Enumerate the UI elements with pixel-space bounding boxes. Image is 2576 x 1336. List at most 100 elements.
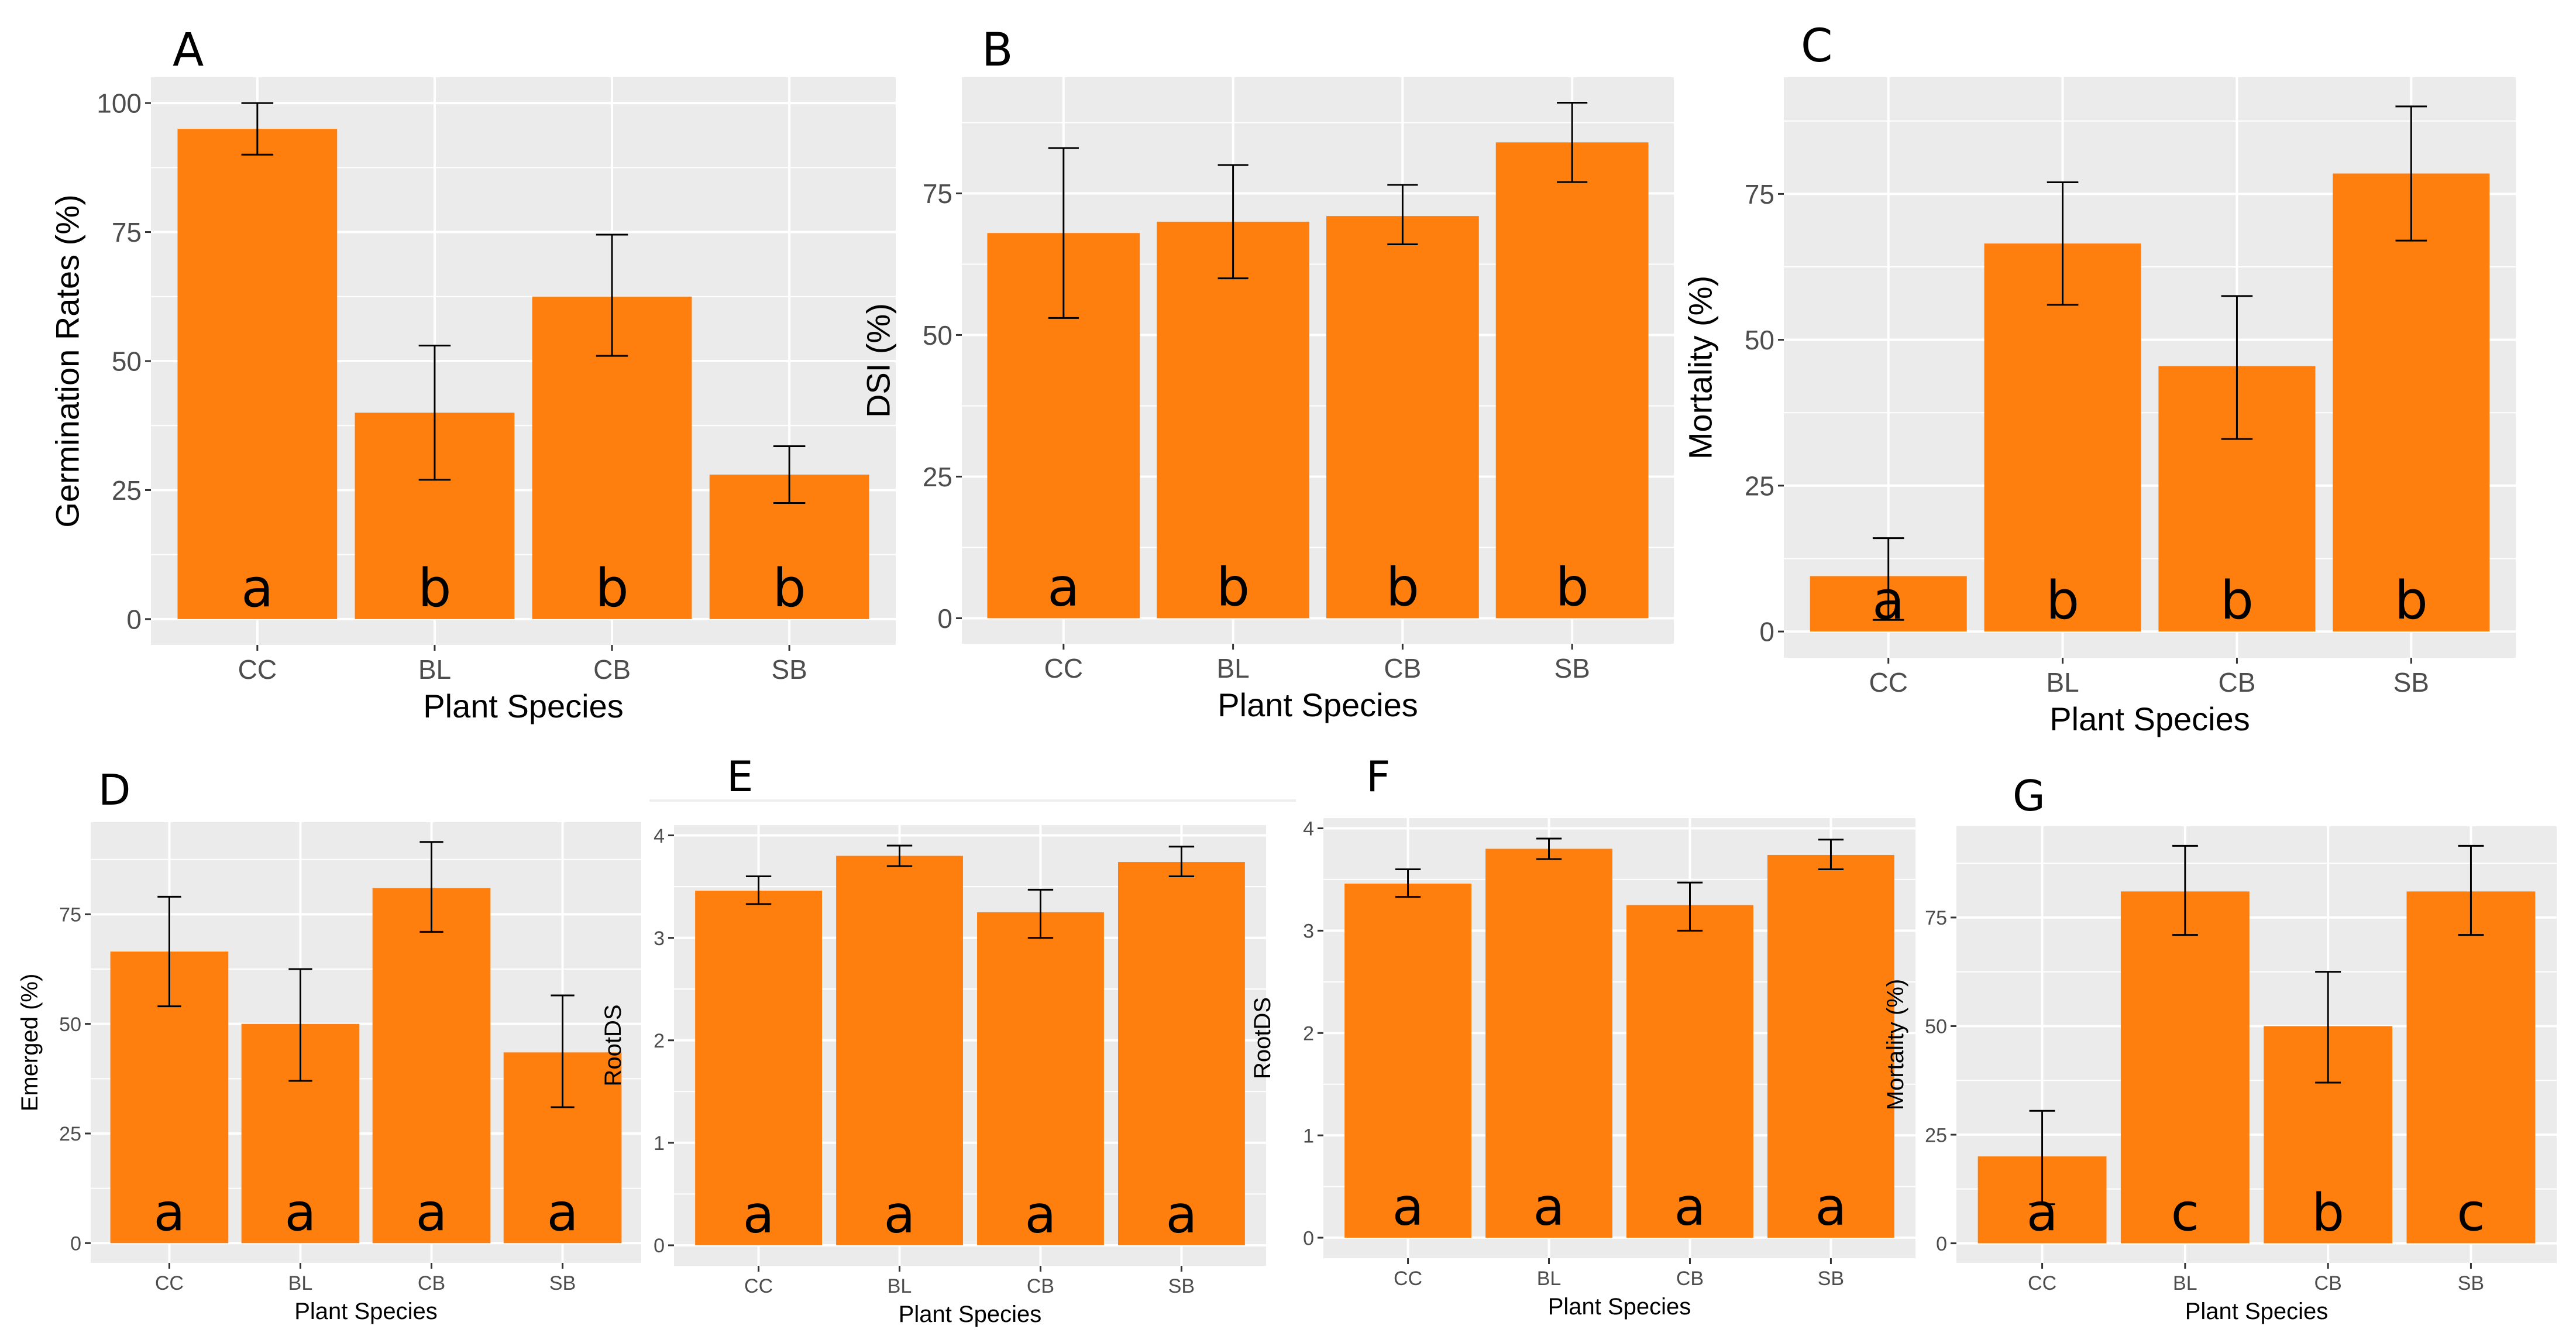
y-tick-label: 1	[1303, 1125, 1314, 1147]
significance-letter: b	[2220, 570, 2254, 631]
panel-letter: C	[1801, 20, 1832, 73]
y-axis-label: Germination Rates (%)	[49, 194, 85, 528]
bar-bl	[1157, 221, 1310, 619]
significance-letter: a	[1392, 1177, 1424, 1237]
bar-sb	[1767, 854, 1894, 1238]
x-axis-label: Plant Species	[423, 688, 623, 724]
panel-a: A 0 25 50 75 100 a CC b BL b CB b SB Plant Species Germ…	[49, 24, 896, 724]
significance-letter: a	[1047, 557, 1079, 618]
bar-sb	[1118, 862, 1245, 1245]
y-tick-label: 25	[112, 475, 142, 506]
bar-bl	[1984, 243, 2141, 632]
panel-letter: B	[982, 24, 1013, 77]
y-tick-label: 50	[923, 320, 952, 351]
y-tick-label: 0	[1303, 1227, 1314, 1249]
bar-cc	[695, 891, 822, 1245]
significance-letter: b	[2312, 1183, 2344, 1243]
y-tick-label: 3	[1303, 921, 1314, 943]
bar-cc	[177, 129, 338, 619]
y-axis-label: RootDS	[1250, 997, 1275, 1079]
y-tick-label: 75	[923, 178, 952, 209]
significance-letter: c	[2171, 1183, 2199, 1243]
panel-b: B 0 25 50 75 a CC b BL b CB b SB Plant Species DSI (%)	[859, 24, 1674, 723]
significance-letter: a	[153, 1182, 185, 1242]
bar-cc	[1344, 883, 1471, 1238]
x-tick-label: CC	[238, 654, 277, 685]
significance-letter: a	[884, 1184, 916, 1245]
y-axis-label: RootDS	[600, 1004, 626, 1086]
x-tick-label: BL	[2046, 667, 2079, 698]
significance-letter: a	[285, 1182, 317, 1242]
y-tick-label: 0	[126, 604, 142, 634]
y-tick-label: 50	[1925, 1016, 1947, 1038]
significance-letter: b	[418, 558, 451, 619]
significance-letter: b	[1556, 557, 1589, 618]
bar-sb	[2333, 173, 2490, 632]
significance-letter: b	[1216, 557, 1250, 618]
significance-letter: a	[241, 558, 273, 619]
panel-c: C 0 25 50 75 a CC b BL b CB b SB Plant Species Mortali…	[1681, 20, 2516, 737]
x-tick-label: SB	[2458, 1272, 2484, 1294]
y-tick-label: 4	[654, 825, 665, 847]
panel-letter: G	[2013, 771, 2045, 820]
x-axis-label: Plant Species	[899, 1301, 1042, 1327]
y-tick-label: 75	[1925, 907, 1947, 929]
y-tick-label: 0	[937, 603, 952, 634]
y-axis-label: Emerged (%)	[17, 974, 43, 1112]
panel-letter: F	[1366, 752, 1390, 801]
y-tick-label: 4	[1303, 818, 1314, 840]
significance-letter: a	[2027, 1183, 2058, 1243]
x-tick-label: CB	[418, 1272, 445, 1294]
x-axis-label: Plant Species	[1218, 686, 1418, 723]
panel-f: F 0 1 2 3 4 a CC a BL a CB a SB Plant Species RootDS	[1250, 752, 1915, 1320]
x-tick-label: BL	[288, 1272, 313, 1294]
x-tick-label: CC	[1044, 653, 1083, 684]
y-tick-label: 50	[59, 1014, 81, 1036]
x-tick-label: CC	[744, 1275, 773, 1297]
significance-letter: b	[1386, 557, 1419, 618]
significance-letter: a	[1674, 1177, 1706, 1237]
y-tick-label: 50	[1745, 325, 1774, 355]
y-tick-label: 25	[923, 462, 952, 492]
significance-letter: b	[595, 558, 628, 619]
panel-letter: A	[173, 24, 204, 77]
significance-letter: a	[1872, 570, 1904, 631]
x-tick-label: CB	[1027, 1275, 1054, 1297]
x-tick-label: CB	[1384, 653, 1421, 684]
x-tick-label: BL	[2173, 1272, 2197, 1294]
x-tick-label: SB	[2393, 667, 2429, 698]
significance-letter: a	[1165, 1184, 1197, 1245]
y-axis-label: Mortality (%)	[1883, 979, 1908, 1110]
panel-e: E 0 1 2 3 4 a CC a BL a CB a SB Plant Species RootDS	[600, 752, 1266, 1327]
bar-bl	[1485, 849, 1612, 1238]
y-tick-label: 0	[654, 1235, 665, 1257]
y-tick-label: 0	[70, 1233, 81, 1255]
significance-letter: b	[2395, 570, 2428, 631]
significance-letter: c	[2457, 1183, 2485, 1243]
x-tick-label: CB	[593, 654, 631, 685]
y-tick-label: 50	[112, 346, 142, 377]
x-axis-label: Plant Species	[1548, 1294, 1691, 1320]
y-tick-label: 2	[654, 1030, 665, 1052]
x-axis-label: Plant Species	[2049, 700, 2250, 737]
y-tick-label: 75	[59, 904, 81, 926]
panel-letter: D	[98, 765, 130, 815]
x-tick-label: SB	[1818, 1268, 1844, 1290]
panel-d: D 0 25 50 75 a CC a BL a CB a SB Plant Species Emerged…	[17, 765, 641, 1324]
y-tick-label: 100	[97, 88, 142, 119]
x-axis-label: Plant Species	[2185, 1299, 2329, 1324]
significance-letter: a	[416, 1182, 448, 1242]
bar-cb	[372, 888, 491, 1244]
x-tick-label: CB	[1676, 1268, 1704, 1290]
bar-bl	[836, 856, 963, 1245]
y-tick-label: 25	[1745, 470, 1774, 501]
x-tick-label: SB	[771, 654, 807, 685]
x-tick-label: BL	[1216, 653, 1249, 684]
significance-letter: a	[1815, 1177, 1846, 1237]
significance-letter: a	[743, 1184, 775, 1245]
y-tick-label: 1	[654, 1132, 665, 1155]
y-axis-label: Mortality (%)	[1681, 276, 1718, 459]
y-tick-label: 75	[1745, 179, 1774, 209]
significance-letter: a	[547, 1182, 579, 1242]
